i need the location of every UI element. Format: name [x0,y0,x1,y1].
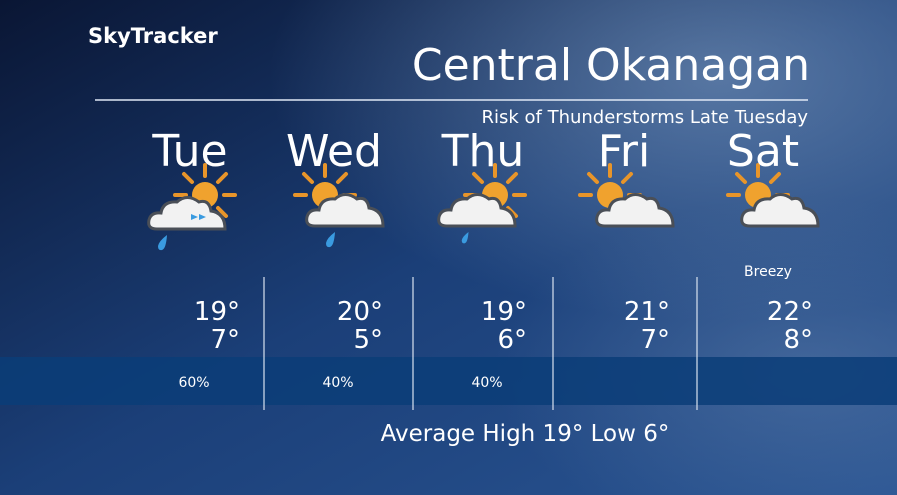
day-name: Thu [441,126,525,177]
high-temp: 19° [194,297,240,327]
high-temp: 21° [624,297,670,327]
precip-band [0,357,897,405]
low-temp: 5° [353,325,383,355]
day-note: Breezy [744,264,792,280]
brand: SkyTracker [88,24,218,48]
precip-chance: 40% [471,375,502,391]
day-name: Fri [598,126,650,177]
high-temp: 19° [481,297,527,327]
precip-chance: 40% [322,375,353,391]
low-temp: 7° [640,325,670,355]
precip-chance: 60% [178,375,209,391]
day-name: Sat [727,126,799,177]
low-temp: 6° [497,325,527,355]
high-temp: 20° [337,297,383,327]
icon-tue [147,163,237,251]
high-temp: 22° [767,297,813,327]
low-temp: 8° [783,325,813,355]
day-name: Wed [286,126,382,177]
subtitle: Risk of Thunderstorms Late Tuesday [481,107,808,128]
day-name: Tue [151,126,227,177]
footer: Average High 19° Low 6° [381,421,670,447]
days: Tue19°7°60%Wed20°5°40%Thu19°6°40%Fri21°7… [151,126,813,410]
low-temp: 7° [210,325,240,355]
icons [147,163,820,251]
title: Central Okanagan [412,40,810,91]
